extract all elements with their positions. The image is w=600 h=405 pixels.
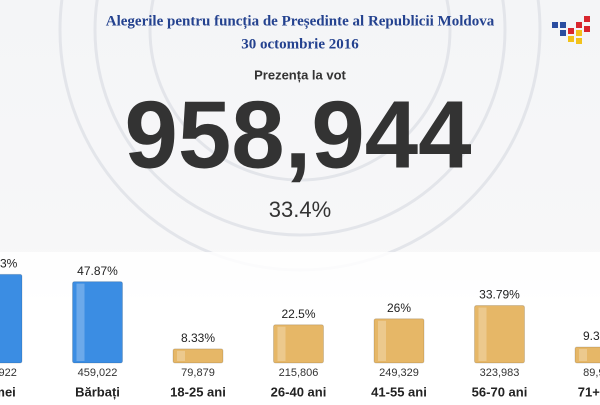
bar-shine <box>177 350 185 361</box>
count-label: 79,879 <box>181 367 215 379</box>
title: Alegerile pentru funcția de Președinte a… <box>106 13 495 29</box>
bar-shine <box>378 320 386 361</box>
bar <box>574 346 600 364</box>
category-label: Bărbați <box>75 384 120 399</box>
logo <box>552 16 590 44</box>
value-label: 52.13% <box>0 257 18 271</box>
category-label: Femei <box>0 384 16 399</box>
bar-shine <box>579 349 587 361</box>
count-label: 249,329 <box>379 367 419 379</box>
value-label: 8.33% <box>181 331 215 345</box>
category-label: 56-70 ani <box>472 384 528 399</box>
count-label: 499,922 <box>0 367 17 379</box>
category-label: 26-40 ani <box>271 384 327 399</box>
bar-shine <box>277 326 286 361</box>
count-label: 459,022 <box>78 367 118 379</box>
bar <box>273 324 324 364</box>
category-label: 18-25 ani <box>170 384 226 399</box>
value-label: 22.5% <box>281 307 315 321</box>
bar <box>0 273 23 364</box>
value-label: 9.38% <box>583 329 600 343</box>
value-label: 47.87% <box>77 264 118 278</box>
count-label: 323,983 <box>480 367 520 379</box>
bar <box>373 318 425 364</box>
date: 30 octombrie 2016 <box>241 36 359 52</box>
value-label: 26% <box>387 301 411 315</box>
value-label: 33.79% <box>479 288 520 302</box>
count-label: 215,806 <box>279 367 319 379</box>
turnout-label: Prezența la vot <box>254 67 346 82</box>
count-label: 89,947 <box>583 367 600 379</box>
bar <box>172 348 224 364</box>
category-label: 71+ ani <box>578 384 600 399</box>
bar <box>72 281 123 364</box>
category-label: 41-55 ani <box>371 384 427 399</box>
bar <box>474 305 525 364</box>
bar-shine <box>478 307 487 361</box>
turnout-count: 958,944 <box>124 81 471 188</box>
bar-shine <box>76 283 85 361</box>
turnout-percent: 33.4% <box>269 197 331 222</box>
